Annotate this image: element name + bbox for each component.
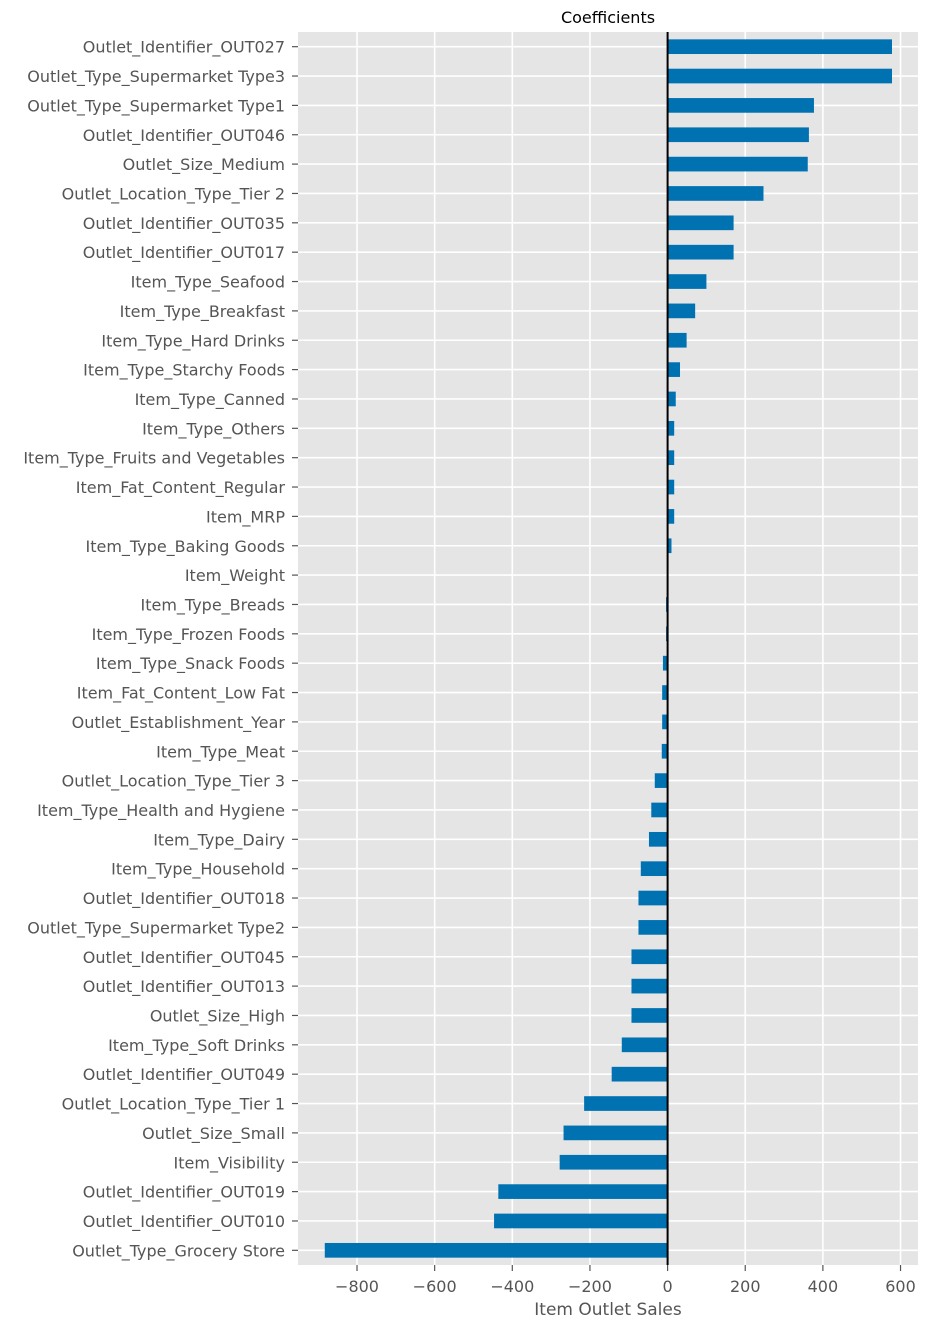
- bar: [498, 1184, 668, 1199]
- x-tick-label: 600: [885, 1277, 916, 1296]
- category-label: Outlet_Identifier_OUT019: [83, 1183, 285, 1203]
- bar: [667, 362, 681, 377]
- category-label: Item_Weight: [185, 566, 285, 586]
- bar: [667, 127, 809, 143]
- category-label: Item_Type_Hard Drinks: [101, 331, 285, 351]
- bar: [559, 1154, 668, 1170]
- bar: [667, 538, 672, 554]
- category-label: Item_Type_Baking Goods: [85, 537, 285, 557]
- category-label: Item_Type_Frozen Foods: [92, 625, 285, 645]
- category-label: Item_Type_Fruits and Vegetables: [23, 449, 285, 469]
- bar: [667, 332, 687, 348]
- category-label: Outlet_Location_Type_Tier 3: [62, 772, 285, 792]
- category-label: Outlet_Size_Medium: [123, 155, 285, 175]
- bars: [324, 39, 892, 1258]
- category-label: Item_Type_Soft Drinks: [108, 1036, 285, 1056]
- bar: [324, 1242, 668, 1258]
- x-tick-label: −600: [413, 1277, 457, 1296]
- category-label: Item_Type_Others: [142, 419, 285, 439]
- bar: [584, 1096, 668, 1111]
- bar: [667, 186, 764, 201]
- category-label: Outlet_Identifier_OUT035: [83, 214, 285, 234]
- grid-lines: [298, 32, 918, 1265]
- bar: [667, 420, 675, 436]
- category-label: Outlet_Identifier_OUT013: [83, 977, 285, 997]
- category-label: Item_Type_Breads: [140, 595, 285, 615]
- category-label: Item_Type_Health and Hygiene: [37, 801, 285, 821]
- bar: [667, 98, 814, 113]
- category-label: Outlet_Identifier_OUT027: [83, 38, 285, 58]
- category-label: Outlet_Size_High: [150, 1006, 285, 1026]
- bar: [563, 1125, 668, 1141]
- bar: [631, 1008, 668, 1023]
- category-label: Item_Type_Household: [111, 860, 285, 880]
- chart-title: Coefficients: [561, 8, 655, 27]
- bar: [631, 949, 668, 965]
- bar: [638, 920, 668, 935]
- bar: [621, 1037, 668, 1053]
- x-tick-label: −800: [335, 1277, 379, 1296]
- bar: [651, 802, 668, 818]
- category-label: Outlet_Type_Grocery Store: [72, 1241, 285, 1261]
- category-label: Outlet_Identifier_OUT045: [83, 948, 285, 968]
- bar: [494, 1213, 668, 1229]
- bar: [640, 861, 668, 877]
- x-tick-label: −400: [490, 1277, 534, 1296]
- category-label: Item_Type_Starchy Foods: [83, 361, 285, 381]
- x-tick-label: 400: [808, 1277, 839, 1296]
- category-label: Outlet_Type_Supermarket Type3: [27, 67, 285, 87]
- category-label: Outlet_Type_Supermarket Type2: [27, 918, 285, 938]
- category-label: Outlet_Identifier_OUT010: [83, 1212, 285, 1232]
- bar: [667, 391, 676, 407]
- category-label: Item_MRP: [206, 507, 285, 527]
- y-axis-ticks: Outlet_Identifier_OUT027 Outlet_Type_Supe…: [23, 38, 298, 1261]
- category-label: Outlet_Identifier_OUT018: [83, 889, 285, 909]
- bar: [638, 890, 668, 906]
- category-label: Outlet_Location_Type_Tier 2: [62, 184, 285, 204]
- plot-background: [298, 32, 918, 1265]
- bar: [667, 450, 675, 466]
- category-label: Item_Visibility: [174, 1153, 285, 1173]
- bar: [631, 978, 668, 994]
- x-tick-label: 0: [662, 1277, 672, 1296]
- x-axis-title: Item Outlet Sales: [534, 1300, 682, 1320]
- category-label: Outlet_Location_Type_Tier 1: [62, 1095, 285, 1115]
- x-axis-ticks: −800 −600 −400 −200 0 200 400 600: [335, 1265, 916, 1296]
- bar: [667, 274, 707, 289]
- category-label: Item_Type_Meat: [156, 742, 285, 762]
- bar: [667, 156, 808, 172]
- category-label: Item_Fat_Content_Regular: [76, 478, 286, 498]
- category-label: Outlet_Identifier_OUT049: [83, 1065, 285, 1085]
- category-label: Outlet_Identifier_OUT017: [83, 243, 285, 263]
- x-tick-label: 200: [730, 1277, 761, 1296]
- category-label: Outlet_Type_Supermarket Type1: [27, 96, 285, 116]
- bar: [667, 509, 675, 524]
- bar: [667, 39, 892, 55]
- category-label: Item_Type_Dairy: [153, 830, 285, 850]
- category-label: Outlet_Identifier_OUT046: [83, 126, 285, 146]
- category-label: Item_Type_Canned: [135, 390, 285, 410]
- bar: [667, 68, 892, 84]
- category-label: Item_Type_Snack Foods: [96, 654, 285, 674]
- bar: [661, 743, 668, 759]
- category-label: Item_Type_Breakfast: [120, 302, 285, 322]
- bar: [662, 714, 668, 730]
- category-label: Outlet_Establishment_Year: [72, 713, 286, 733]
- bar: [667, 244, 734, 260]
- bar: [667, 303, 696, 319]
- bar: [667, 215, 734, 231]
- x-tick-label: −200: [568, 1277, 612, 1296]
- bar: [654, 773, 668, 788]
- bar: [667, 479, 675, 495]
- category-label: Outlet_Size_Small: [142, 1124, 285, 1144]
- bar: [662, 655, 668, 671]
- bar: [662, 685, 668, 700]
- bar: [648, 831, 668, 847]
- bar: [611, 1066, 668, 1082]
- category-label: Item_Type_Seafood: [131, 273, 285, 293]
- category-label: Item_Fat_Content_Low Fat: [77, 684, 285, 704]
